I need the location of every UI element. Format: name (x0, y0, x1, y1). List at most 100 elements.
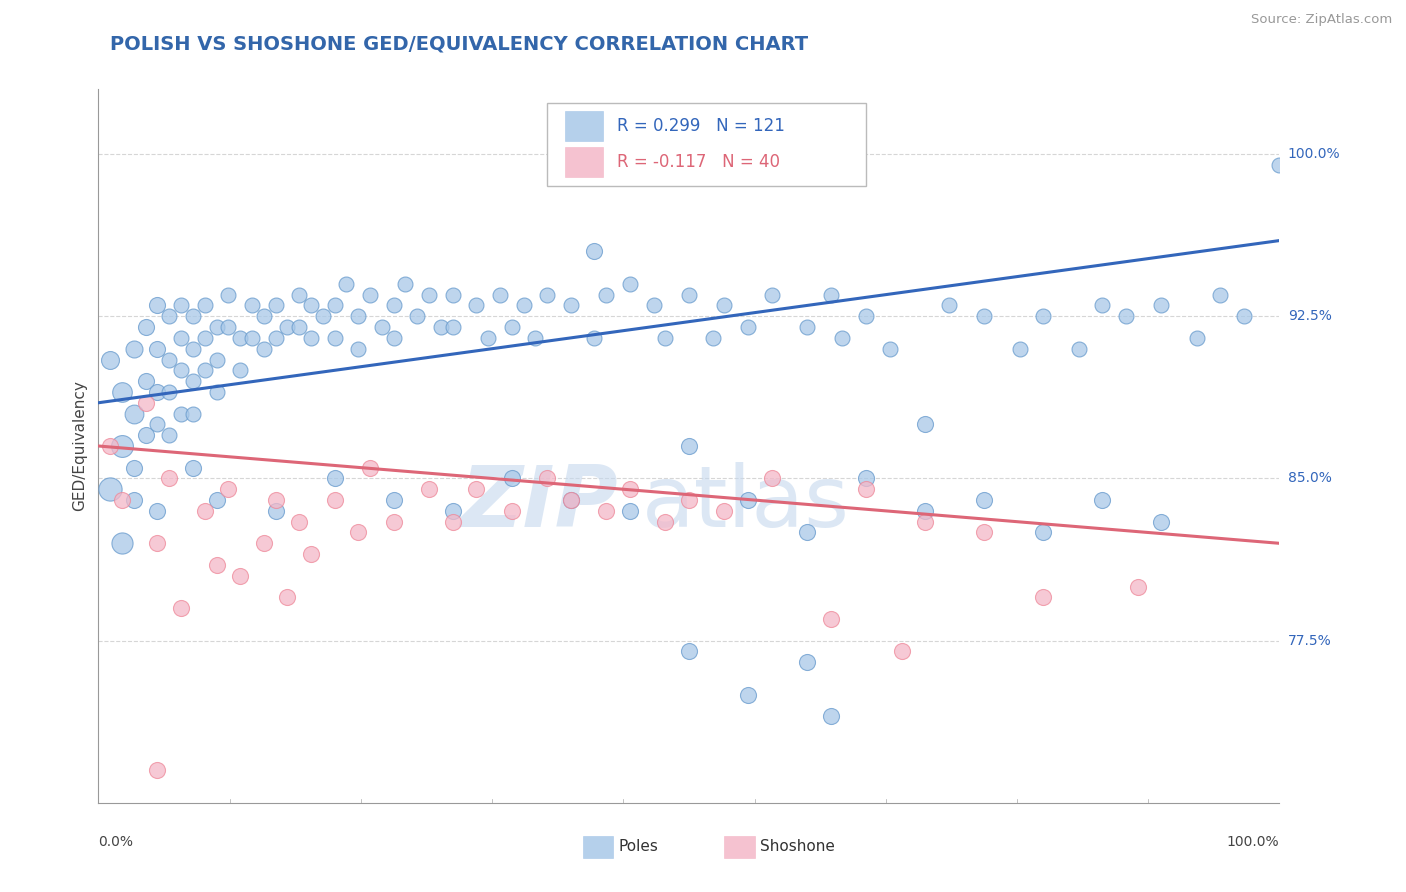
Point (253, 342, 276, 356)
Text: Shoshone: Shoshone (759, 838, 835, 854)
Text: POLISH VS SHOSHONE GED/EQUIVALENCY CORRELATION CHART: POLISH VS SHOSHONE GED/EQUIVALENCY CORRE… (110, 35, 808, 54)
Point (855, 471, 877, 485)
Point (1209, 287, 1232, 301)
Point (146, 504, 169, 518)
Point (1233, 310, 1256, 324)
Point (146, 384, 169, 399)
Text: 100.0%: 100.0% (1288, 147, 1340, 161)
Point (135, 428, 157, 442)
Point (678, 439, 700, 453)
Point (536, 471, 558, 485)
Point (122, 342, 145, 356)
Point (359, 460, 381, 475)
Text: Poles: Poles (619, 838, 658, 854)
Point (737, 320, 759, 334)
Point (181, 460, 204, 475)
Point (973, 493, 995, 508)
Point (135, 374, 157, 388)
Text: 0.0%: 0.0% (98, 835, 134, 849)
Point (264, 504, 287, 518)
Point (229, 828, 252, 842)
Point (276, 591, 298, 605)
Point (441, 515, 464, 529)
Point (1067, 342, 1090, 356)
Point (181, 374, 204, 388)
Point (181, 407, 204, 421)
Text: R = -0.117   N = 40: R = -0.117 N = 40 (617, 153, 780, 171)
Point (135, 320, 157, 334)
Point (288, 515, 311, 529)
Point (654, 515, 676, 529)
Y-axis label: GED/Equivalency: GED/Equivalency (72, 381, 87, 511)
Text: R = 0.299   N = 121: R = 0.299 N = 121 (617, 118, 785, 136)
Point (643, 298, 665, 312)
Point (501, 504, 523, 518)
Point (170, 331, 193, 345)
Point (371, 320, 394, 334)
Point (181, 342, 204, 356)
Point (323, 331, 346, 345)
Point (205, 352, 228, 367)
Point (536, 287, 558, 301)
Point (264, 298, 287, 312)
Text: 92.5%: 92.5% (1288, 310, 1331, 323)
Point (157, 471, 180, 485)
Point (217, 320, 239, 334)
Point (194, 504, 217, 518)
Point (441, 320, 464, 334)
Point (524, 331, 547, 345)
Point (335, 277, 357, 291)
Point (441, 287, 464, 301)
Text: 100.0%: 100.0% (1227, 835, 1279, 849)
Point (713, 504, 735, 518)
Point (973, 525, 995, 540)
Point (619, 504, 641, 518)
Point (1185, 331, 1208, 345)
Point (359, 287, 381, 301)
Point (678, 287, 700, 301)
Point (1032, 591, 1054, 605)
Point (796, 655, 818, 669)
Point (253, 536, 276, 550)
Point (406, 310, 429, 324)
Point (98, 439, 121, 453)
Point (619, 277, 641, 291)
Point (288, 287, 311, 301)
Point (111, 536, 134, 550)
Point (170, 601, 193, 615)
Point (194, 298, 217, 312)
Point (181, 310, 204, 324)
Point (240, 331, 263, 345)
Point (501, 471, 523, 485)
Point (1008, 342, 1031, 356)
Point (702, 331, 724, 345)
Point (761, 471, 783, 485)
Point (146, 342, 169, 356)
Point (1032, 525, 1054, 540)
Point (323, 493, 346, 508)
Point (595, 287, 617, 301)
Point (879, 342, 901, 356)
Point (205, 493, 228, 508)
Point (560, 493, 582, 508)
Point (1032, 310, 1054, 324)
Point (914, 504, 936, 518)
Point (465, 298, 488, 312)
Point (347, 342, 370, 356)
Point (170, 363, 193, 377)
Point (111, 384, 134, 399)
Point (205, 320, 228, 334)
Point (382, 298, 405, 312)
Point (122, 493, 145, 508)
Point (418, 287, 440, 301)
Point (146, 764, 169, 778)
Point (229, 568, 252, 582)
Point (1115, 310, 1137, 324)
Point (146, 536, 169, 550)
Point (323, 298, 346, 312)
Point (914, 515, 936, 529)
Point (111, 439, 134, 453)
Bar (724, 837, 755, 858)
Point (820, 612, 842, 626)
Point (157, 384, 180, 399)
